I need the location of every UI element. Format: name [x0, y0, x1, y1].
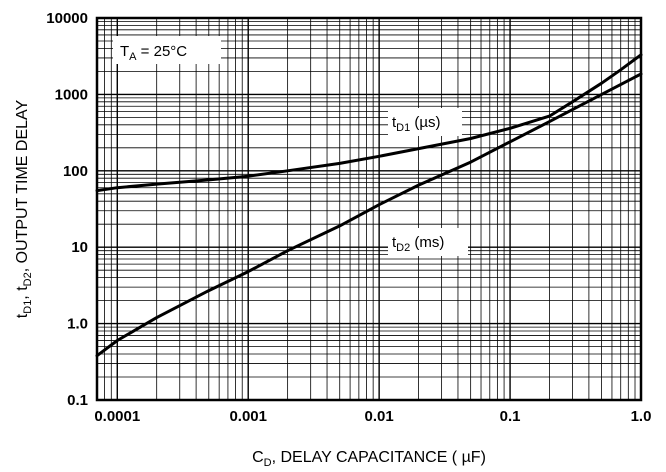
plot-frame: [95, 16, 643, 402]
series-label-td1-background: [388, 108, 462, 136]
y-tick-label: 100: [63, 163, 88, 180]
condition-label-background: [113, 36, 221, 64]
series-label-td1: tD1 (µs): [392, 114, 441, 134]
x-tick-label: 0.001: [229, 408, 267, 425]
x-tick-label: 0.0001: [94, 408, 140, 425]
condition-label: TA = 25°C: [120, 43, 187, 63]
x-tick-label: 0.1: [500, 408, 521, 425]
y-axis-label: tD1, tD2, OUTPUT TIME DELAY: [14, 99, 34, 318]
x-tick-label: 0.01: [365, 408, 394, 425]
series-line-td2: [95, 72, 643, 358]
y-tick-label: 1.0: [67, 316, 88, 333]
series-label-td2-background: [388, 228, 468, 256]
y-tick-label: 10: [71, 239, 88, 256]
series-label-td2: tD2 (ms): [392, 234, 444, 254]
x-tick-labels: 0.0001 0.001 0.01 0.1 1.0: [94, 408, 651, 425]
y-tick-label: 10000: [46, 10, 88, 27]
x-tick-label: 1.0: [631, 408, 652, 425]
series-line-td1: [95, 53, 643, 193]
y-tick-label: 0.1: [67, 392, 88, 409]
x-axis-label: CD, DELAY CAPACITANCE ( µF): [252, 449, 486, 469]
series-layer: [95, 53, 643, 358]
minor-gridlines: [96, 18, 641, 400]
y-tick-label: 1000: [55, 86, 88, 103]
y-tick-labels: 0.1 1.0 10 100 1000 10000: [46, 10, 88, 409]
